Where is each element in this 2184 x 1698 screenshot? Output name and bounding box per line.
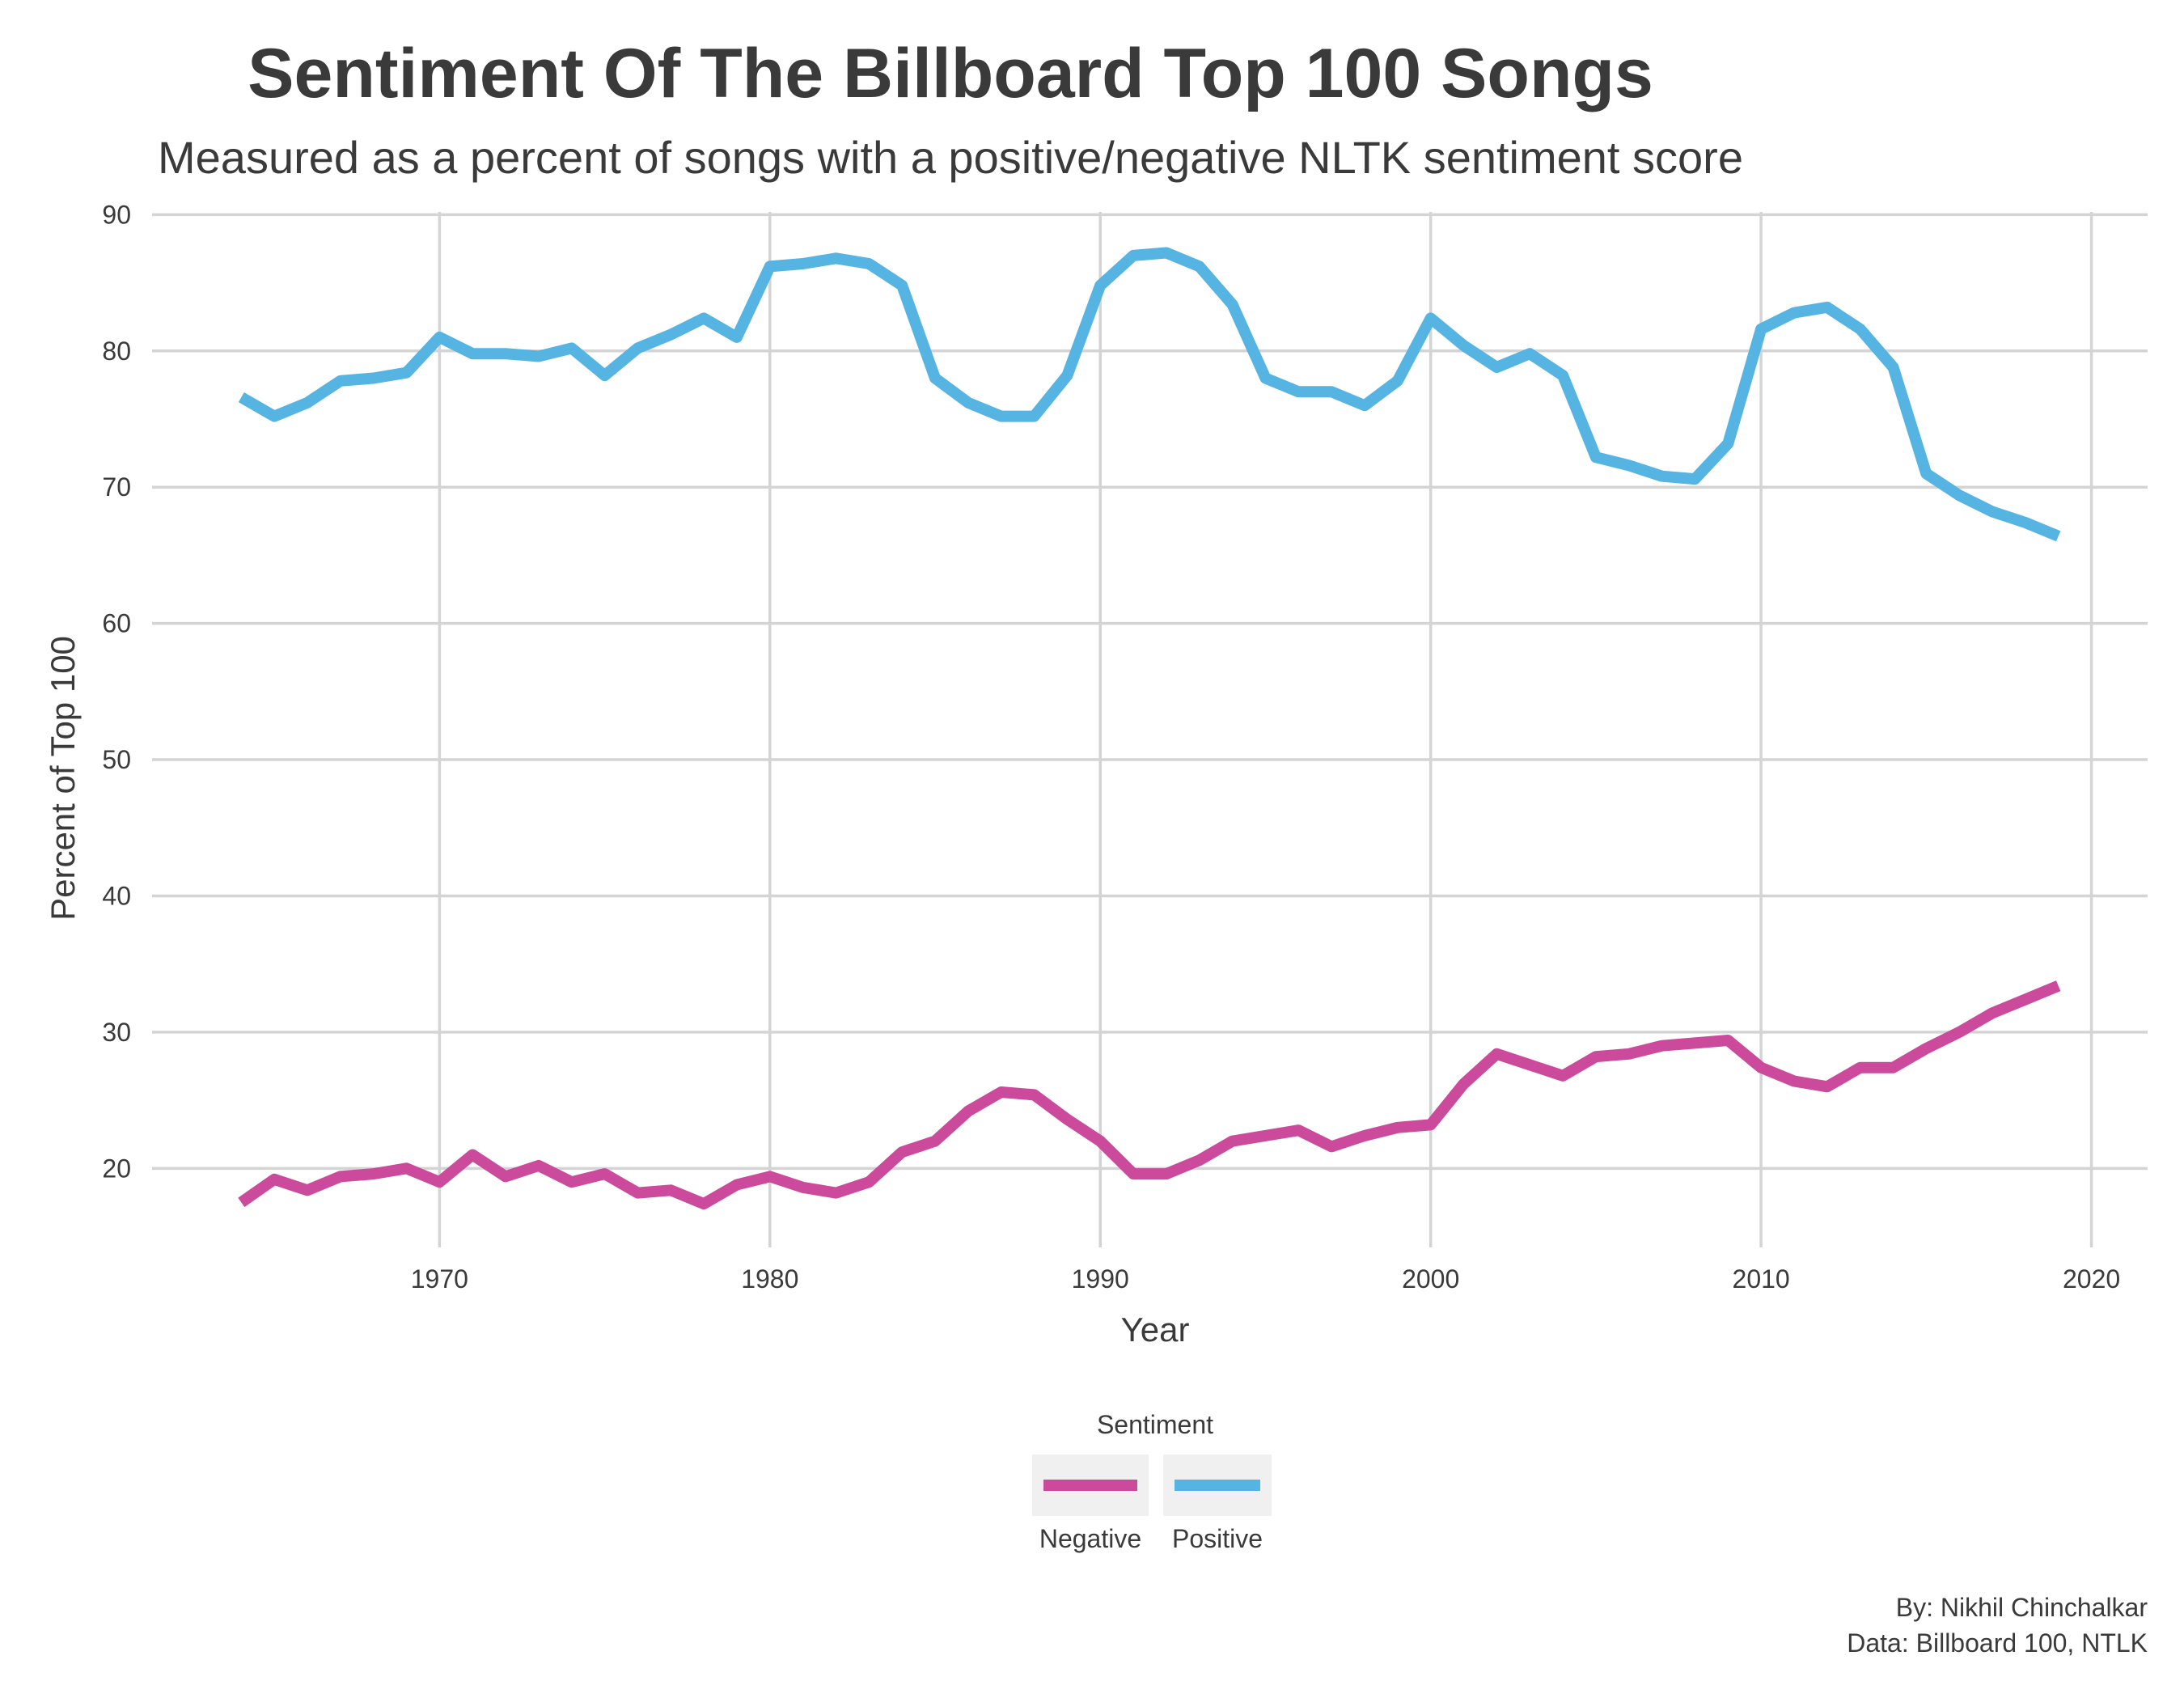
chart-subtitle: Measured as a percent of songs with a po… bbox=[158, 132, 1743, 183]
y-tick-label: 20 bbox=[102, 1154, 131, 1183]
y-tick-label: 90 bbox=[102, 200, 131, 229]
caption: By: Nikhil Chinchalkar Data: Billboard 1… bbox=[1847, 1593, 2148, 1658]
series-line-negative bbox=[238, 980, 2061, 1210]
legend-label-positive: Positive bbox=[1172, 1524, 1263, 1553]
y-tick-label: 40 bbox=[102, 881, 131, 910]
x-axis-title: Year bbox=[1121, 1311, 1190, 1349]
legend-label-negative: Negative bbox=[1039, 1524, 1141, 1553]
x-tick-label: 2000 bbox=[1402, 1264, 1459, 1294]
y-axis-title: Percent of Top 100 bbox=[44, 636, 82, 921]
x-tick-label: 1990 bbox=[1072, 1264, 1129, 1294]
series-line-positive bbox=[238, 247, 2061, 542]
x-tick-label: 2020 bbox=[2063, 1264, 2120, 1294]
legend-item-positive: Positive bbox=[1163, 1455, 1272, 1553]
y-tick-label: 30 bbox=[102, 1018, 131, 1047]
legend: Sentiment Negative Positive bbox=[1032, 1410, 1272, 1553]
caption-author: By: Nikhil Chinchalkar bbox=[1896, 1593, 2148, 1622]
y-tick-label: 80 bbox=[102, 337, 131, 366]
y-tick-label: 50 bbox=[102, 745, 131, 774]
grid bbox=[152, 212, 2148, 1247]
y-tick-label: 60 bbox=[102, 609, 131, 638]
legend-title: Sentiment bbox=[1097, 1410, 1213, 1439]
tick-labels: 20 30 40 50 60 70 80 90 1970 1980 1990 2000 2010 2020 bbox=[102, 200, 2120, 1294]
x-tick-label: 1980 bbox=[741, 1264, 798, 1294]
legend-item-negative: Negative bbox=[1032, 1455, 1149, 1553]
chart-title: Sentiment Of The Billboard Top 100 Songs bbox=[248, 35, 1653, 112]
x-tick-label: 1970 bbox=[411, 1264, 468, 1294]
y-tick-label: 70 bbox=[102, 472, 131, 502]
series-lines bbox=[238, 247, 2061, 1210]
caption-source: Data: Billboard 100, NTLK bbox=[1847, 1628, 2148, 1658]
x-tick-label: 2010 bbox=[1733, 1264, 1790, 1294]
